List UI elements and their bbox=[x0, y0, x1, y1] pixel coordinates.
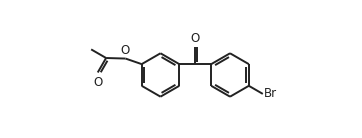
Text: Br: Br bbox=[264, 87, 277, 100]
Text: O: O bbox=[93, 76, 102, 89]
Text: O: O bbox=[191, 32, 200, 45]
Text: O: O bbox=[121, 44, 130, 57]
